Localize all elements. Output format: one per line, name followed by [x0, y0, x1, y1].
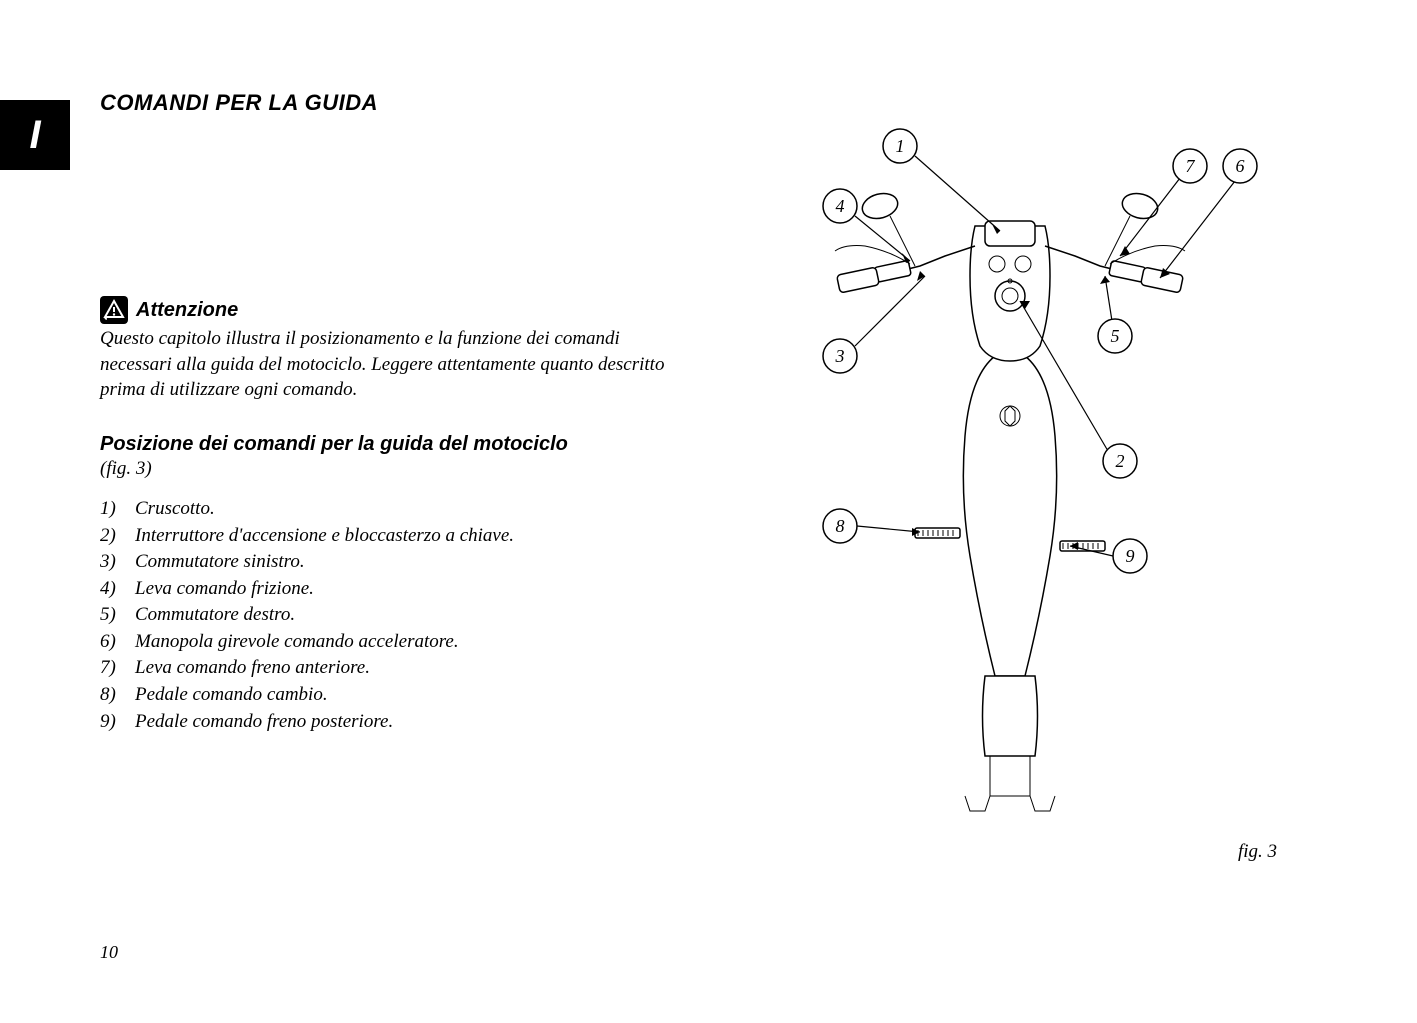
list-item-number: 5) — [100, 602, 135, 629]
callout-number: 4 — [836, 196, 845, 216]
controls-list: 1)Cruscotto. 2)Interruttore d'accensione… — [100, 496, 680, 735]
list-item: 8)Pedale comando cambio. — [100, 682, 680, 709]
list-item: 6)Manopola girevole comando acceleratore… — [100, 629, 680, 656]
list-item-number: 1) — [100, 496, 135, 523]
subtitle: Posizione dei comandi per la guida del m… — [100, 433, 680, 456]
callout-number: 1 — [896, 136, 905, 156]
list-item: 4)Leva comando frizione. — [100, 576, 680, 603]
warning-header: Attenzione — [100, 296, 680, 324]
language-tab: I — [0, 100, 70, 170]
callout-number: 6 — [1236, 156, 1245, 176]
list-item-number: 2) — [100, 523, 135, 550]
diagram-column: 1 7 6 4 5 3 2 8 9 fig. 3 — [740, 116, 1317, 863]
callout-number: 2 — [1116, 451, 1125, 471]
figure-reference: (fig. 3) — [100, 458, 680, 480]
list-item-number: 8) — [100, 682, 135, 709]
list-item-number: 7) — [100, 655, 135, 682]
callout-number: 7 — [1186, 156, 1196, 176]
list-item-number: 9) — [100, 709, 135, 736]
warning-block: Attenzione Questo capitolo illustra il p… — [100, 296, 680, 403]
list-item-text: Leva comando freno anteriore. — [135, 655, 370, 682]
list-item-text: Leva comando frizione. — [135, 576, 314, 603]
list-item-text: Pedale comando cambio. — [135, 682, 328, 709]
warning-title: Attenzione — [136, 299, 238, 322]
callout-number: 5 — [1111, 326, 1120, 346]
list-item-text: Manopola girevole comando acceleratore. — [135, 629, 459, 656]
list-item-text: Commutatore sinistro. — [135, 549, 305, 576]
list-item: 5)Commutatore destro. — [100, 602, 680, 629]
callout-number: 3 — [835, 346, 845, 366]
list-item-text: Interruttore d'accensione e bloccasterzo… — [135, 523, 514, 550]
list-item-text: Commutatore destro. — [135, 602, 295, 629]
callout-number: 9 — [1126, 546, 1135, 566]
list-item: 7)Leva comando freno anteriore. — [100, 655, 680, 682]
text-column: Attenzione Questo capitolo illustra il p… — [100, 296, 680, 863]
list-item: 1)Cruscotto. — [100, 496, 680, 523]
content-row: Attenzione Questo capitolo illustra il p… — [100, 296, 1317, 863]
list-item: 9)Pedale comando freno posteriore. — [100, 709, 680, 736]
section-title: COMANDI PER LA GUIDA — [100, 90, 1317, 116]
motorcycle-diagram: 1 7 6 4 5 3 2 8 9 — [740, 116, 1300, 816]
warning-icon — [100, 296, 128, 324]
list-item-number: 6) — [100, 629, 135, 656]
figure-label: fig. 3 — [740, 841, 1317, 863]
list-item-text: Pedale comando freno posteriore. — [135, 709, 393, 736]
list-item-number: 3) — [100, 549, 135, 576]
list-item: 2)Interruttore d'accensione e bloccaster… — [100, 523, 680, 550]
list-item-number: 4) — [100, 576, 135, 603]
callout-number: 8 — [836, 516, 845, 536]
page-number: 10 — [100, 942, 118, 963]
list-item-text: Cruscotto. — [135, 496, 215, 523]
list-item: 3)Commutatore sinistro. — [100, 549, 680, 576]
warning-text: Questo capitolo illustra il posizionamen… — [100, 326, 680, 403]
